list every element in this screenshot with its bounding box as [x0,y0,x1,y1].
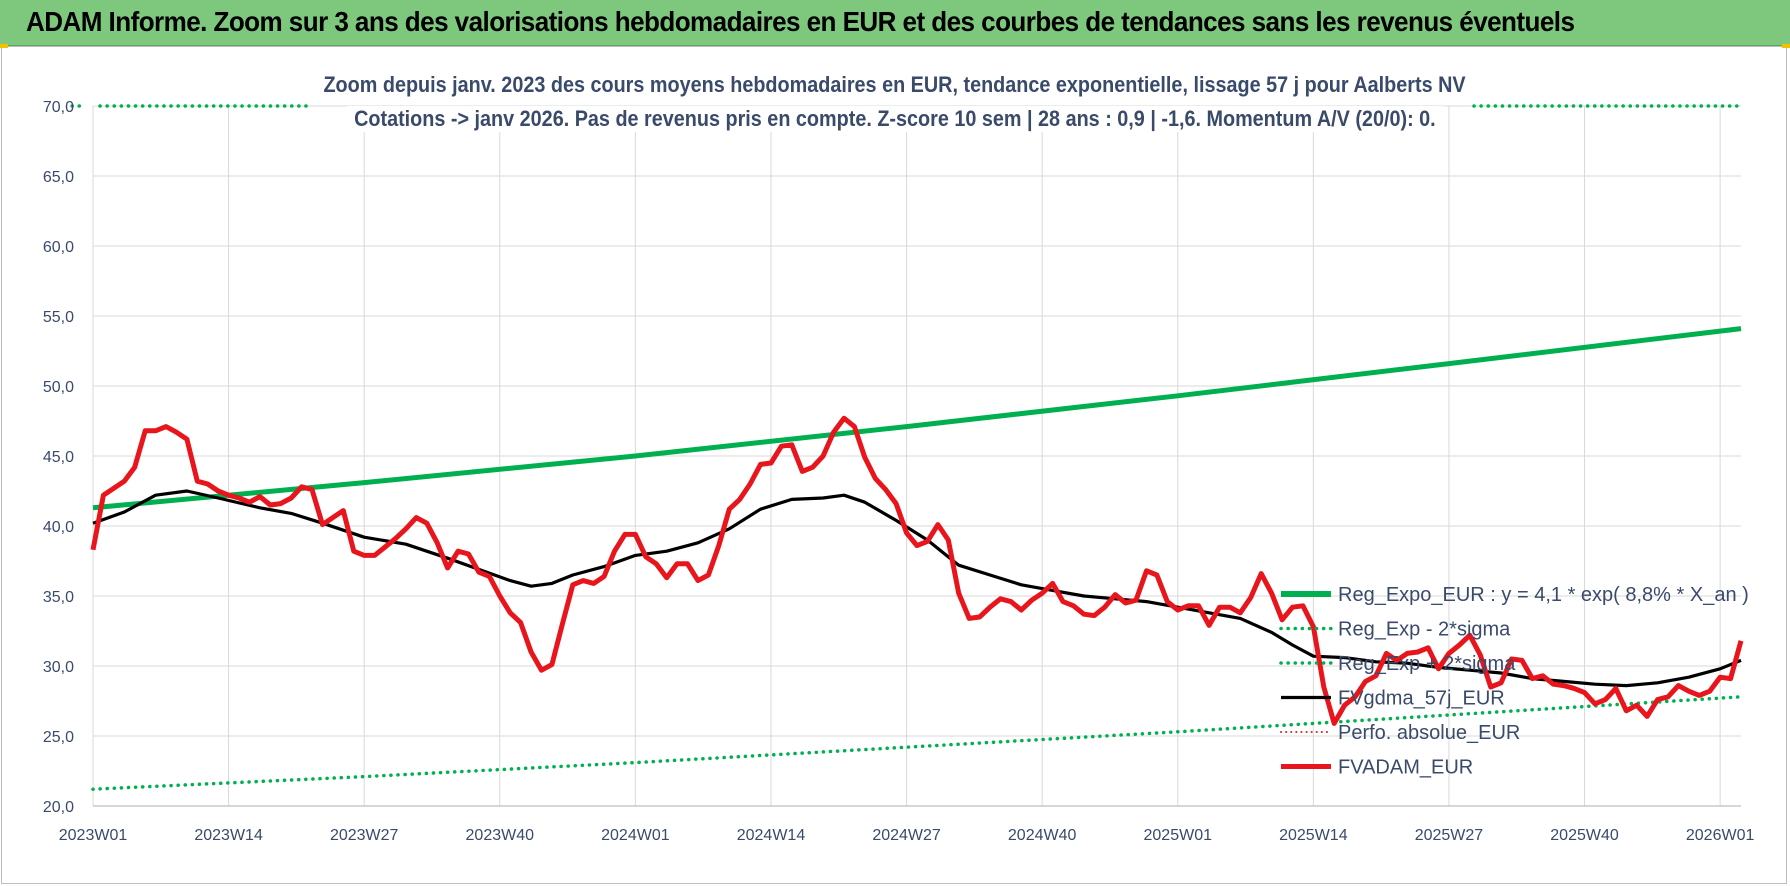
legend-label-reg_minus: Reg_Exp - 2*sigma [1338,619,1511,641]
x-tick-label: 2025W14 [1279,827,1348,844]
legend-label-fvgdma: FVgdma_57j_EUR [1338,688,1505,710]
x-axis-ticks: 2023W01 2023W14 2023W27 2023W40 2024W01 2024W… [59,827,1755,844]
y-tick-label: 45,0 [43,449,74,466]
series-lines [70,104,1744,791]
series-line-reg_minus [91,695,1743,791]
x-tick-label: 2025W01 [1144,827,1213,844]
chart-subtitle-line-2-text: Cotations -> janv 2026. Pas de revenus p… [346,106,1443,132]
x-tick-label: 2023W27 [330,827,399,844]
report-banner: ADAM Informe. Zoom sur 3 ans des valoris… [0,0,1790,46]
legend-label-perfo: Perfo. absolue_EUR [1338,722,1520,744]
legend-label-reg_expo: Reg_Expo_EUR : y = 4,1 * exp( 8,8% * X_a… [1338,584,1749,606]
series-line-reg_expo [92,326,1742,511]
chart-subtitle-line-1-text: Zoom depuis janv. 2023 des cours moyens … [316,72,1474,98]
chart-subtitle-line-1: Zoom depuis janv. 2023 des cours moyens … [0,72,1790,98]
y-tick-label: 70,0 [43,99,74,116]
y-tick-label: 35,0 [43,589,74,606]
y-tick-label: 55,0 [43,309,74,326]
y-tick-label: 25,0 [43,729,74,746]
frame-corner-mark [1782,44,1790,48]
gridlines [92,105,1741,807]
frame-corner-mark [0,44,8,48]
x-tick-label: 2023W01 [59,827,128,844]
x-tick-label: 2024W14 [737,827,806,844]
x-tick-label: 2024W27 [872,827,941,844]
chart-frame [1,46,1787,884]
legend-label-reg_plus: Reg_Exp + 2*sigma [1338,653,1516,675]
chart-subtitle-line-2: Cotations -> janv 2026. Pas de revenus p… [0,106,1790,132]
legend: Reg_Expo_EUR : y = 4,1 * exp( 8,8% * X_a… [1279,584,1749,779]
series-line-fvadam [90,415,1744,726]
x-tick-label: 2026W01 [1686,827,1755,844]
y-tick-label: 50,0 [43,379,74,396]
y-tick-label: 30,0 [43,659,74,676]
x-tick-label: 2025W27 [1415,827,1484,844]
x-tick-label: 2024W01 [601,827,670,844]
x-tick-label: 2025W40 [1550,827,1619,844]
x-tick-label: 2024W40 [1008,827,1077,844]
y-tick-label: 60,0 [43,239,74,256]
y-tick-label: 40,0 [43,519,74,536]
legend-label-fvadam: FVADAM_EUR [1338,757,1473,779]
y-tick-label: 65,0 [43,169,74,186]
x-tick-label: 2023W14 [194,827,263,844]
x-tick-label: 2023W40 [466,827,535,844]
y-axis-ticks: 20,0 25,0 30,0 35,0 40,0 45,0 50,0 55,0 60,0 65,0… [43,99,74,816]
report-title: ADAM Informe. Zoom sur 3 ans des valoris… [26,6,1575,37]
y-tick-label: 20,0 [43,799,74,816]
